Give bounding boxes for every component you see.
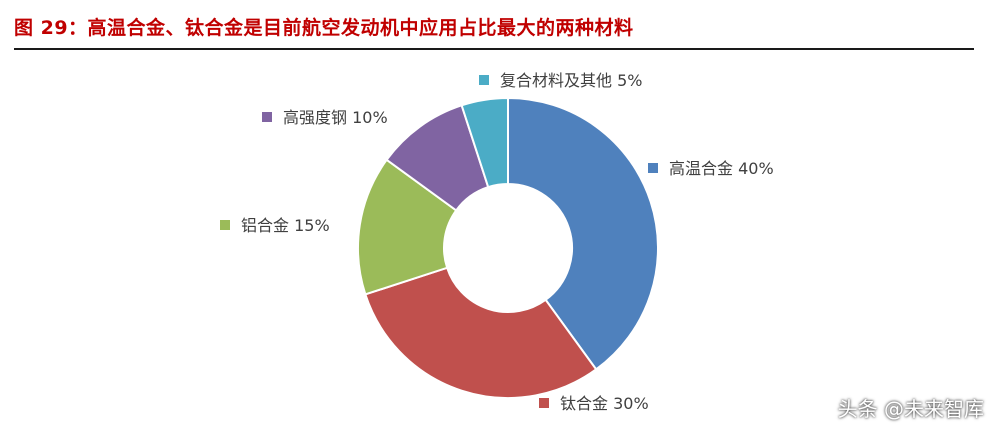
label-marker-5 (479, 75, 489, 85)
donut-slices (357, 96, 659, 399)
slice-labels: 高温合金 40% 钛合金 30% 铝合金 15% 高强度钢 10% 复合材料及其他 5% (241, 71, 774, 413)
slice-label-1: 高温合金 40% (669, 159, 774, 178)
donut-slice-1 (507, 96, 659, 371)
title-divider (14, 48, 974, 50)
watermark: 头条 @未来智库 (837, 397, 984, 421)
slice-label-2: 钛合金 30% (560, 394, 649, 413)
label-marker-2 (539, 398, 549, 408)
label-marker-4 (262, 112, 272, 122)
donut-slice-2 (364, 266, 598, 399)
slice-label-4: 高强度钢 10% (283, 108, 388, 127)
label-markers (220, 75, 658, 408)
slice-label-3: 铝合金 15% (241, 216, 330, 235)
slice-label-5: 复合材料及其他 5% (500, 71, 642, 90)
label-marker-1 (648, 163, 658, 173)
donut-slice-5 (460, 96, 509, 189)
figure-title: 图 29：高温合金、钛合金是目前航空发动机中应用占比最大的两种材料 (14, 17, 634, 39)
label-marker-3 (220, 220, 230, 230)
